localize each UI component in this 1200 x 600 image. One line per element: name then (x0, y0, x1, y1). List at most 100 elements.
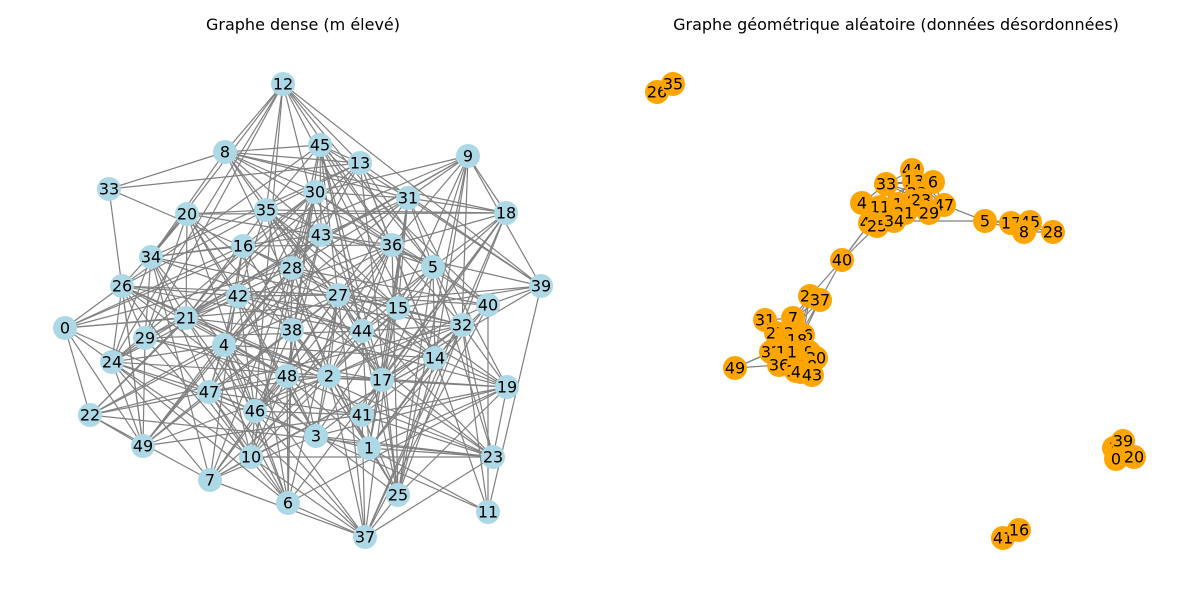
geometric-graph-node-label: 0 (1111, 450, 1121, 469)
dense-graph-edge (337, 294, 489, 306)
dense-graph-node (100, 350, 124, 374)
dense-graph-edge (320, 197, 409, 236)
dense-graph-edge (223, 344, 256, 412)
dense-graph-node (421, 255, 445, 279)
dense-graph-node (197, 380, 221, 404)
dense-graph-node-label: 19 (497, 378, 517, 397)
geometric-graph-node-label: 11 (870, 198, 890, 217)
dense-graph-edge (381, 379, 494, 458)
dense-graph-edge (291, 267, 508, 388)
dense-graph-edge (224, 151, 507, 214)
dense-graph-edge (368, 447, 489, 513)
dense-graph-edge (121, 285, 399, 496)
dense-graph-edge (359, 162, 399, 496)
dense-graph-edge (209, 212, 507, 481)
dense-graph-edge (368, 386, 508, 449)
geometric-graph-node (973, 209, 997, 233)
dense-graph-edge (434, 155, 469, 359)
dense-graph-edge (208, 267, 293, 393)
geometric-graph-node (1104, 447, 1128, 471)
dense-graph-edge (108, 162, 361, 190)
dense-graph-node-label: 8 (220, 143, 230, 162)
geometric-graph-nodes: 2635441363322234741113921294225345174582… (645, 72, 1146, 550)
dense-graph-edge (314, 155, 469, 193)
geometric-graph-node (850, 191, 874, 215)
dense-graph-edge (291, 234, 322, 331)
geometric-graph-node (1122, 445, 1146, 469)
dense-graph-edge (224, 151, 361, 164)
dense-graph-node-label: 35 (256, 201, 276, 220)
dense-graph-node (450, 313, 474, 337)
dense-graph-edge (142, 414, 363, 447)
dense-graph-node-label: 9 (463, 147, 473, 166)
right-panel-title: Graphe géométrique aléatoire (données dé… (673, 15, 1119, 34)
dense-graph-edge (432, 266, 494, 458)
dense-graph-edge (461, 324, 508, 388)
dense-graph-edge (397, 155, 469, 309)
geometric-graph-node-label: 5 (980, 212, 990, 231)
dense-graph-edge (185, 317, 293, 331)
dense-graph-edge (391, 212, 507, 246)
dense-graph-node (139, 245, 163, 269)
dense-graph-edge (397, 285, 542, 309)
geometric-graph-node-label: 28 (1043, 223, 1063, 242)
dense-graph-edge (111, 344, 225, 363)
left-panel-title: Graphe dense (m élevé) (206, 15, 400, 34)
dense-graph-edge (397, 307, 508, 388)
geometric-graph-node-label: 35 (663, 75, 683, 94)
dense-graph-edge (320, 234, 399, 309)
dense-graph-edge (282, 83, 361, 164)
dense-graph-edge (89, 414, 494, 458)
dense-graph-node (213, 140, 237, 164)
dense-graph-edge (314, 191, 434, 268)
dense-graph-edge (328, 375, 399, 496)
dense-graph-node (350, 403, 374, 427)
dense-graph-node-label: 18 (496, 204, 516, 223)
dense-graph-node-label: 23 (483, 448, 503, 467)
dense-graph-node-label: 22 (80, 406, 100, 425)
dense-graph-edge (314, 191, 409, 199)
dense-graph-node (243, 399, 267, 423)
dense-graph-node (396, 186, 420, 210)
dense-graph-edge (432, 155, 469, 268)
dense-graph-edge (142, 344, 225, 447)
dense-graph-edge (364, 304, 489, 538)
geometric-graph-node-label: 20 (1124, 448, 1144, 467)
dense-graph-edge (64, 267, 293, 329)
dense-graph-edge (315, 435, 494, 458)
dense-graph-node (131, 434, 155, 458)
dense-graph-edge (291, 329, 508, 388)
dense-graph-node-label: 36 (382, 236, 402, 255)
dense-graph-edge (291, 191, 316, 269)
geometric-graph-panel: 2635441363322234741113921294225345174582… (645, 72, 1146, 550)
dense-graph-node-label: 13 (350, 154, 370, 173)
dense-graph-node (304, 424, 328, 448)
dense-graph-edge (286, 375, 289, 504)
dense-graph-node-label: 45 (310, 136, 330, 155)
dense-graph-node-label: 20 (177, 205, 197, 224)
dense-graph-edge (391, 244, 463, 326)
dense-graph-node (53, 316, 77, 340)
dense-graph-node-label: 46 (245, 402, 265, 421)
dense-graph-node-label: 40 (478, 296, 498, 315)
dense-graph-edge (361, 414, 399, 496)
dense-graph-node (348, 151, 372, 175)
dense-graph-edge (291, 144, 321, 269)
dense-graph-edge (254, 375, 330, 412)
dense-graph-edge (242, 245, 289, 504)
dense-graph-edge (265, 209, 507, 214)
dense-graph-edge (407, 197, 507, 214)
dense-graph-node (529, 274, 553, 298)
dense-graph-edge (237, 295, 463, 326)
dense-graph-node-label: 12 (273, 75, 293, 94)
dense-graph-edges (64, 83, 542, 538)
geometric-graph-node (882, 209, 906, 233)
geometric-graph-node (808, 288, 832, 312)
dense-graph-edge (150, 256, 339, 296)
geometric-graph-node-label: 6 (928, 173, 938, 192)
geometric-graph-node-label: 37 (810, 291, 830, 310)
dense-graph-node (254, 198, 278, 222)
dense-graph-edge (185, 245, 244, 319)
